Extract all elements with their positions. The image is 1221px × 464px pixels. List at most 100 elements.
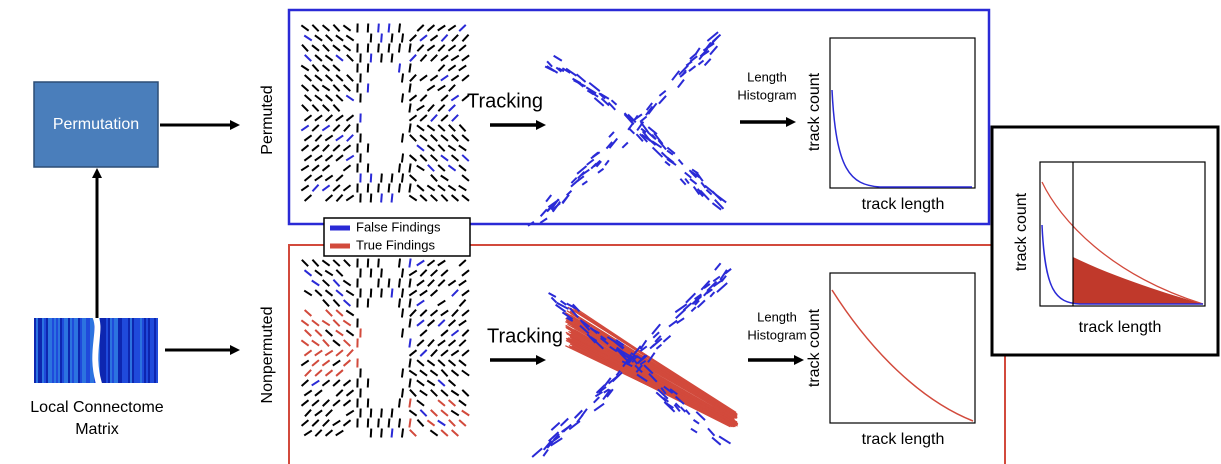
fiber-orientation <box>305 195 312 201</box>
fiber-orientation <box>336 95 343 101</box>
fiber-orientation <box>402 329 403 338</box>
fiber-orientation <box>409 104 410 113</box>
fiber-orientation <box>343 165 350 171</box>
matrix-column <box>116 318 118 383</box>
fiber-orientation <box>302 105 308 111</box>
false-track <box>594 404 604 411</box>
fiber-orientation <box>449 380 456 386</box>
fiber-orientation <box>371 429 372 438</box>
fiber-orientation <box>409 271 417 276</box>
fiber-orientation <box>402 269 403 278</box>
fiber-orientation <box>409 124 410 133</box>
fiber-orientation <box>410 430 416 436</box>
fiber-orientation <box>381 54 382 63</box>
fiber-orientation <box>402 174 403 183</box>
matrix-column <box>130 318 132 383</box>
fiber-orientation <box>449 360 456 366</box>
fiber-orientation <box>336 155 343 161</box>
fiber-orientation <box>322 185 329 190</box>
fiber-orientation <box>347 135 353 141</box>
fiber-orientation <box>451 95 458 100</box>
fiber-orientation <box>315 390 322 396</box>
fiber-orientation <box>336 195 342 202</box>
fiber-orientation <box>431 175 437 181</box>
fiber-orientation <box>427 185 434 190</box>
false-track <box>662 152 668 158</box>
fiber-orientation <box>389 279 390 288</box>
matrix-column <box>76 318 78 383</box>
fiber-orientation <box>343 145 350 151</box>
fiber-orientation <box>326 410 332 416</box>
fiber-orientation <box>441 35 447 42</box>
fiber-orientation <box>378 24 379 33</box>
false-track <box>549 293 556 297</box>
fiber-orientation <box>438 301 446 306</box>
matrix-column <box>106 318 108 383</box>
fiber-orientation <box>381 409 382 418</box>
fiber-orientation <box>302 45 308 52</box>
fiber-orientation <box>402 134 403 143</box>
fiber-orientation <box>305 330 312 336</box>
fiber-orientation <box>336 75 343 81</box>
fiber-orientation <box>344 360 351 366</box>
fiber-orientation <box>449 400 456 406</box>
fiber-orientation <box>304 431 312 436</box>
fiber-orientation <box>417 125 424 130</box>
fiber-orientation <box>302 260 308 266</box>
matrix-column <box>34 318 36 383</box>
fiber-orientation <box>431 410 438 416</box>
matrix-column <box>114 318 116 383</box>
false-track <box>679 160 683 165</box>
fiber-orientation <box>410 155 417 161</box>
fiber-orientation <box>399 24 400 33</box>
false-track <box>710 292 714 297</box>
fiber-orientation <box>409 95 416 101</box>
fiber-orientation <box>301 66 309 71</box>
fiber-orientation <box>438 145 444 151</box>
fiber-orientation <box>312 340 319 345</box>
fiber-orientation <box>462 350 469 356</box>
fiber-orientation <box>336 270 342 276</box>
fiber-orientation <box>462 410 469 415</box>
fiber-orientation <box>459 165 466 171</box>
fiber-orientation <box>402 309 403 318</box>
fiber-orientation <box>441 195 447 201</box>
fiber-orientation <box>371 289 372 298</box>
fiber-orientation <box>402 389 403 398</box>
fiber-orientation <box>431 155 438 161</box>
fiber-orientation <box>462 35 468 42</box>
fiber-orientation <box>452 430 459 436</box>
fiber-orientation <box>449 320 456 326</box>
matrix-column <box>80 318 82 383</box>
fiber-orientation <box>431 115 437 122</box>
matrix-column <box>142 318 144 383</box>
fiber-orientation <box>451 350 458 355</box>
fiber-orientation <box>459 420 466 426</box>
matrix-column <box>84 318 86 383</box>
fiber-orientation <box>451 390 458 395</box>
fiber-orientation <box>420 35 427 41</box>
false-track <box>689 66 696 71</box>
fiber-orientation <box>462 155 469 161</box>
fiber-orientation <box>344 85 351 91</box>
fiber-orientation <box>301 320 308 325</box>
fiber-orientation <box>315 55 322 61</box>
fiber-orientation <box>462 270 469 276</box>
false-track <box>656 345 661 349</box>
fiber-orientation <box>305 55 311 61</box>
false-track <box>669 321 677 327</box>
true-track <box>566 321 734 418</box>
fiber-orientation <box>410 135 416 141</box>
fiber-orientation <box>378 259 379 268</box>
false-track <box>710 46 717 54</box>
fiber-orientation <box>346 95 353 100</box>
fiber-orientation <box>459 125 465 132</box>
fiber-orientation <box>381 34 382 43</box>
fiber-orientation <box>322 125 329 130</box>
fiber-orientation <box>301 125 308 130</box>
fiber-orientation <box>431 195 438 201</box>
fiber-orientation <box>399 299 400 308</box>
fiber-orientation <box>312 185 318 192</box>
matrix-column <box>56 318 58 383</box>
fiber-orientation <box>312 280 319 285</box>
